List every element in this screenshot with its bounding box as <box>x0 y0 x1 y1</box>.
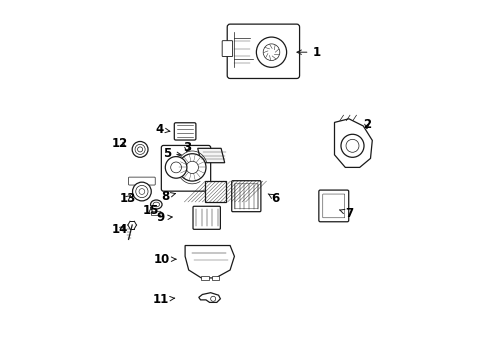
Polygon shape <box>185 246 234 278</box>
Text: 4: 4 <box>156 123 169 136</box>
FancyBboxPatch shape <box>318 190 348 222</box>
Circle shape <box>340 134 363 157</box>
FancyBboxPatch shape <box>174 123 196 140</box>
FancyBboxPatch shape <box>222 41 232 57</box>
Circle shape <box>346 139 358 152</box>
Text: 14: 14 <box>112 223 128 236</box>
Bar <box>201 276 208 280</box>
Circle shape <box>263 44 279 60</box>
FancyBboxPatch shape <box>151 211 161 216</box>
Polygon shape <box>199 293 220 302</box>
FancyBboxPatch shape <box>231 181 260 212</box>
FancyBboxPatch shape <box>128 177 155 185</box>
Circle shape <box>210 296 215 301</box>
Circle shape <box>132 141 148 157</box>
Text: 6: 6 <box>267 192 279 204</box>
Text: 9: 9 <box>157 211 172 224</box>
Text: 11: 11 <box>153 293 174 306</box>
Ellipse shape <box>153 202 159 207</box>
Text: 1: 1 <box>296 46 320 59</box>
Text: 3: 3 <box>183 141 191 154</box>
Bar <box>212 276 219 280</box>
Circle shape <box>178 154 205 181</box>
FancyBboxPatch shape <box>227 24 299 78</box>
Ellipse shape <box>150 200 162 209</box>
Circle shape <box>135 144 145 154</box>
Circle shape <box>139 189 144 194</box>
Circle shape <box>165 157 186 178</box>
Text: 7: 7 <box>339 207 352 220</box>
Circle shape <box>132 182 151 201</box>
Circle shape <box>137 147 142 152</box>
FancyBboxPatch shape <box>161 145 210 191</box>
Circle shape <box>170 162 181 173</box>
Bar <box>205 181 225 202</box>
Text: 15: 15 <box>142 204 159 217</box>
Text: 12: 12 <box>112 137 128 150</box>
Circle shape <box>186 161 198 174</box>
Circle shape <box>136 185 148 198</box>
Text: 10: 10 <box>153 253 176 266</box>
FancyBboxPatch shape <box>193 206 220 229</box>
Text: 8: 8 <box>161 190 175 203</box>
Circle shape <box>256 37 286 67</box>
FancyBboxPatch shape <box>322 194 344 218</box>
Polygon shape <box>197 148 224 163</box>
Polygon shape <box>334 119 371 167</box>
Text: 5: 5 <box>163 147 181 159</box>
Text: 13: 13 <box>119 192 135 204</box>
Text: 2: 2 <box>362 118 370 131</box>
